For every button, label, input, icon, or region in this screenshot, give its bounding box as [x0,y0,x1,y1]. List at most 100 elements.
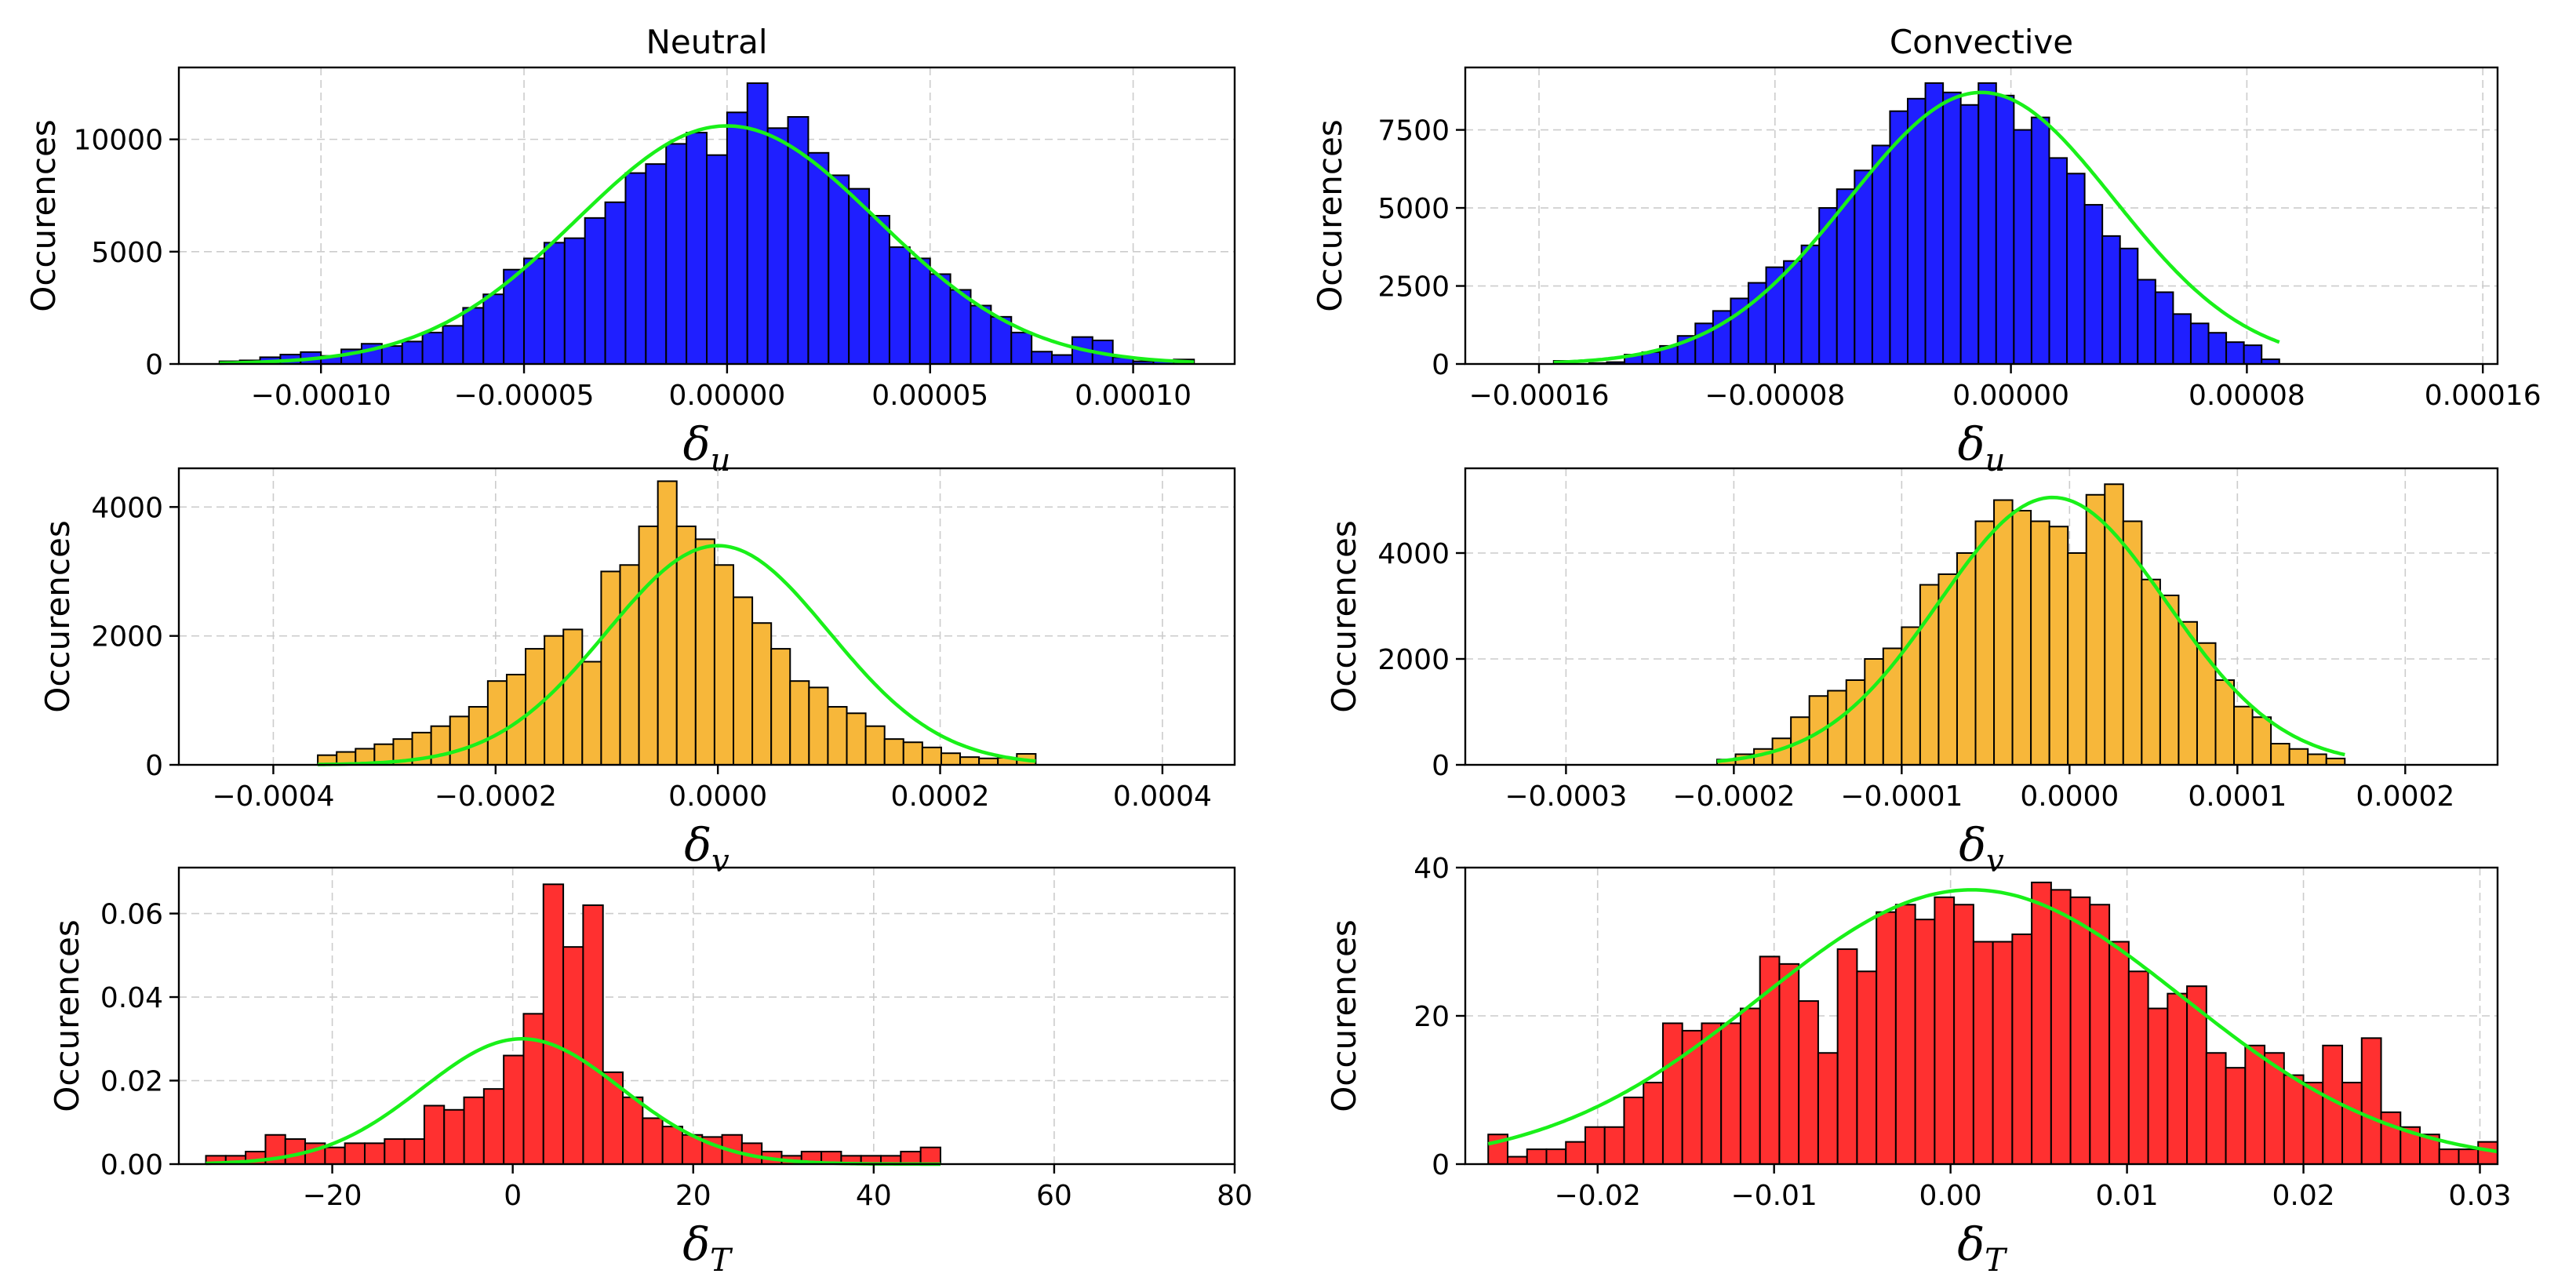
gaussian-fit-line [318,544,1036,766]
histogram-bar [1526,1148,1548,1165]
x-axis-label-subscript: T [1985,1243,2008,1279]
y-tick-label: 0 [1432,1149,1450,1181]
histogram-bar [1643,1082,1664,1166]
histogram-bar [665,143,688,365]
plot-frame [177,467,1236,766]
x-tick-label: 0.0000 [2020,781,2119,813]
y-tick-label: 0 [145,349,163,381]
histogram-bar [807,151,830,365]
histogram-bar [751,622,773,766]
histogram-bar [1907,97,1927,366]
histogram-bar [2307,753,2327,766]
histogram-bar [808,686,829,766]
histogram-bar [2207,332,2228,366]
histogram-bar [1800,244,1821,365]
histogram-bar [430,725,451,766]
x-tick-label: 0.02 [2272,1180,2334,1212]
histogram-bar [1876,911,1897,1165]
histogram-bar [2127,970,2149,1166]
histogram-bar [2341,1082,2363,1166]
x-tick-label: 40 [856,1180,892,1212]
x-tick-label: −0.0003 [1504,781,1627,813]
histogram-bar [2048,526,2069,766]
x-tick-label: −0.00008 [1705,380,1845,412]
histogram-bar [622,1096,644,1165]
histogram-bar [2066,173,2086,365]
histogram-bar [864,725,886,766]
histogram-bar [2380,1111,2402,1165]
histogram-bar [1871,144,1891,365]
x-tick-label: 0.00000 [1952,380,2069,412]
histogram-bar [2101,235,2121,365]
histogram-bar [848,187,871,365]
histogram-bar [1854,169,1873,365]
y-tick-label: 0 [1432,349,1450,381]
histogram-bar [543,242,566,366]
histogram-bar [787,116,810,365]
histogram-bar [1051,354,1073,365]
histogram-bar [462,307,485,365]
histogram-bar [401,340,424,366]
histogram-bar [706,154,728,365]
x-axis-label-symbol: δ [1957,1217,1985,1271]
histogram-bar [581,661,602,766]
histogram-bar [2477,1141,2498,1166]
histogram-bar [1856,970,1878,1166]
y-tick-label: 0.06 [100,899,163,931]
histogram-bar [1995,94,2015,366]
x-tick-label: 0.03 [2448,1180,2511,1212]
y-tick-label: 20 [1414,1001,1450,1033]
histogram-bar [2159,595,2180,766]
histogram-bar [789,680,810,766]
histogram-bar [2214,679,2236,766]
histogram-bar [442,325,464,365]
histogram-bar [2067,552,2087,766]
x-axis-label-subscript: u [1985,442,2006,479]
histogram-bar [726,111,748,365]
x-tick-label: 80 [1217,1180,1253,1212]
histogram-bar [2011,510,2032,766]
histogram-bar [463,1096,485,1165]
histogram-bar [1914,919,1936,1166]
y-tick-label: 4000 [91,492,163,524]
histogram-bar [645,163,668,365]
histogram-bar [2325,757,2346,766]
x-axis-label: δT [1957,1217,2008,1279]
x-tick-label: −0.01 [1731,1180,1817,1212]
histogram-bar [990,315,1013,366]
histogram-bar [1836,948,1858,1165]
histogram-bar [733,596,754,766]
histogram-bar [2251,716,2272,766]
histogram-bar [2244,1044,2266,1166]
histogram-bar [2013,129,2032,365]
histogram-bar [1661,1022,1683,1165]
gaussian-fit-line [1487,888,2498,1154]
histogram-bar [1623,1096,1645,1165]
histogram-bar [2137,278,2156,365]
panel-neutral-v: −0.0004 −0.0002 0.0000 0.0002 0.0004 0 2000 400… [38,467,1236,879]
histogram-bar [1783,260,1803,365]
histogram-bar [1956,552,1977,766]
histogram-bar [2172,313,2192,366]
x-axis-label-symbol: δ [684,818,711,872]
histogram-bar [1545,1148,1567,1165]
y-tick-label: 2500 [1377,271,1450,304]
histogram-bar [2030,520,2050,766]
histogram-bar [1919,584,1940,766]
histogram-bar [846,712,867,766]
histogram-bar [443,1108,465,1165]
histogram-bar [403,1138,425,1166]
x-tick-label: 0.0002 [891,781,990,813]
x-axis-label-symbol: δ [683,417,711,471]
x-tick-label: −0.0002 [1672,781,1795,813]
histogram-bar [1817,1052,1839,1165]
y-tick-label: 0 [1432,750,1450,782]
histogram-bar [1701,1022,1723,1165]
x-tick-label: −20 [303,1180,362,1212]
histogram-bar [888,246,911,365]
x-axis-label: δu [683,417,731,479]
histogram-bar [978,757,999,766]
histogram-bar [1934,896,1956,1166]
histogram-bar [929,273,951,366]
histogram-bar [503,268,526,365]
